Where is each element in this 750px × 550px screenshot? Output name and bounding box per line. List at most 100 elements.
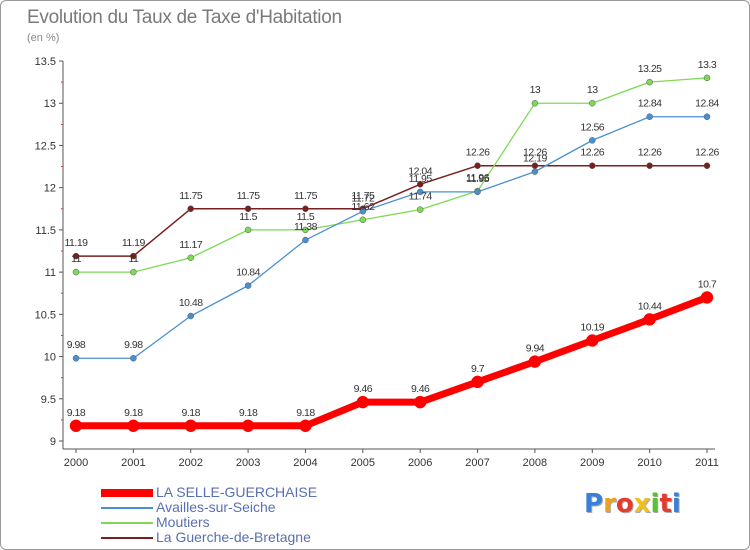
data-point-1 — [359, 208, 367, 215]
data-point-3 — [302, 205, 309, 213]
x-tick-label: 2000 — [64, 457, 88, 469]
data-label-3: 12.26 — [523, 147, 547, 159]
data-point-1 — [703, 113, 711, 120]
data-label-1: 9.98 — [67, 339, 86, 351]
y-tick-label: 13.5 — [35, 56, 56, 68]
data-point-2 — [72, 268, 80, 276]
data-label-3: 12.26 — [466, 147, 490, 159]
data-point-1 — [646, 113, 653, 120]
data-label-0: 9.46 — [411, 383, 430, 395]
y-tick-label: 9 — [50, 436, 56, 448]
logo-letter: o — [615, 489, 634, 519]
data-point-1 — [416, 188, 424, 196]
data-label-0: 9.18 — [296, 407, 315, 419]
data-label-1: 12.84 — [638, 98, 662, 110]
x-tick-label: 2008 — [523, 457, 547, 469]
x-tick-label: 2002 — [178, 457, 202, 469]
data-point-2 — [531, 99, 539, 107]
x-tick-label: 2004 — [293, 457, 317, 469]
data-label-3: 12.26 — [580, 147, 604, 159]
y-tick-label: 11 — [45, 267, 56, 279]
legend-swatch — [101, 489, 153, 497]
x-tick-label: 2007 — [465, 457, 489, 469]
data-point-1 — [130, 354, 137, 362]
data-point-3 — [474, 162, 481, 169]
data-point-3 — [703, 162, 711, 169]
data-label-2: 13.25 — [638, 63, 662, 75]
y-tick-label: 12.5 — [35, 140, 56, 152]
data-point-0 — [127, 419, 140, 433]
data-label-1: 11.72 — [351, 192, 375, 204]
data-label-2: 11.17 — [179, 239, 203, 251]
data-point-3 — [416, 181, 424, 188]
legend-swatch — [101, 522, 153, 524]
legend-swatch — [101, 507, 153, 509]
x-tick-label: 2005 — [351, 457, 375, 469]
data-point-2 — [589, 99, 596, 107]
data-label-1: 10.48 — [179, 297, 203, 309]
data-point-0 — [413, 395, 427, 409]
series-line-3 — [76, 164, 707, 257]
data-point-2 — [244, 226, 252, 234]
legend-label: Moutiers — [156, 514, 210, 530]
data-point-0 — [184, 419, 197, 433]
data-label-3: 11.19 — [122, 237, 146, 249]
data-point-1 — [244, 282, 252, 289]
data-label-0: 10.19 — [580, 322, 604, 334]
data-point-3 — [244, 205, 252, 213]
y-tick-label: 9.5 — [41, 394, 56, 406]
y-tick-label: 10.5 — [35, 309, 56, 321]
data-point-2 — [359, 216, 367, 224]
legend-label: La Guerche-de-Bretagne — [156, 529, 311, 545]
data-label-1: 12.84 — [695, 98, 719, 110]
data-label-1: 11.95 — [466, 173, 490, 185]
data-label-3: 11.75 — [294, 190, 318, 202]
series-line-1 — [76, 116, 707, 359]
data-point-0 — [471, 375, 484, 389]
y-tick-label: 12 — [44, 183, 56, 195]
x-tick-label: 2009 — [580, 457, 604, 469]
data-label-3: 12.26 — [695, 147, 719, 159]
data-point-2 — [646, 78, 653, 86]
data-point-2 — [130, 268, 137, 276]
data-label-2: 11.74 — [409, 191, 433, 203]
data-label-0: 9.7 — [471, 363, 485, 375]
x-tick-label: 2011 — [695, 457, 719, 469]
series-line-2 — [76, 77, 708, 273]
data-label-0: 9.46 — [354, 383, 373, 395]
data-point-0 — [643, 313, 656, 326]
data-label-3: 12.26 — [638, 147, 662, 159]
legend-swatch — [101, 537, 153, 539]
data-label-2: 11 — [128, 253, 139, 265]
x-tick-label: 2006 — [408, 457, 432, 469]
data-label-0: 9.18 — [239, 407, 258, 419]
data-label-3: 11.75 — [351, 190, 375, 202]
logo-letter: x — [633, 489, 651, 519]
data-point-2 — [302, 226, 309, 234]
x-tick-label: 2001 — [121, 457, 145, 469]
data-point-2 — [703, 74, 711, 82]
data-label-2: 11.96 — [466, 172, 490, 184]
data-label-2: 11.62 — [351, 201, 375, 213]
data-label-3: 11.75 — [237, 190, 261, 202]
data-label-0: 9.18 — [182, 407, 201, 419]
y-tick-label: 13 — [44, 98, 56, 110]
logo-letter: i — [650, 489, 660, 519]
data-point-3 — [589, 162, 596, 169]
data-point-0 — [299, 419, 312, 433]
data-point-0 — [586, 334, 599, 347]
logo-letter: i — [671, 489, 681, 519]
data-label-1: 9.98 — [124, 339, 143, 351]
data-label-2: 13 — [587, 84, 598, 96]
legend-label: Availles-sur-Seiche — [156, 499, 276, 515]
data-label-2: 13 — [530, 84, 541, 96]
data-point-2 — [416, 206, 424, 213]
chart-title: Evolution du Taux de Taxe d'Habitation — [27, 7, 342, 28]
data-point-1 — [474, 188, 481, 196]
data-point-0 — [356, 395, 370, 409]
legend-label: LA SELLE-GUERCHAISE — [156, 484, 318, 500]
data-point-1 — [531, 168, 539, 175]
data-point-0 — [700, 291, 714, 304]
